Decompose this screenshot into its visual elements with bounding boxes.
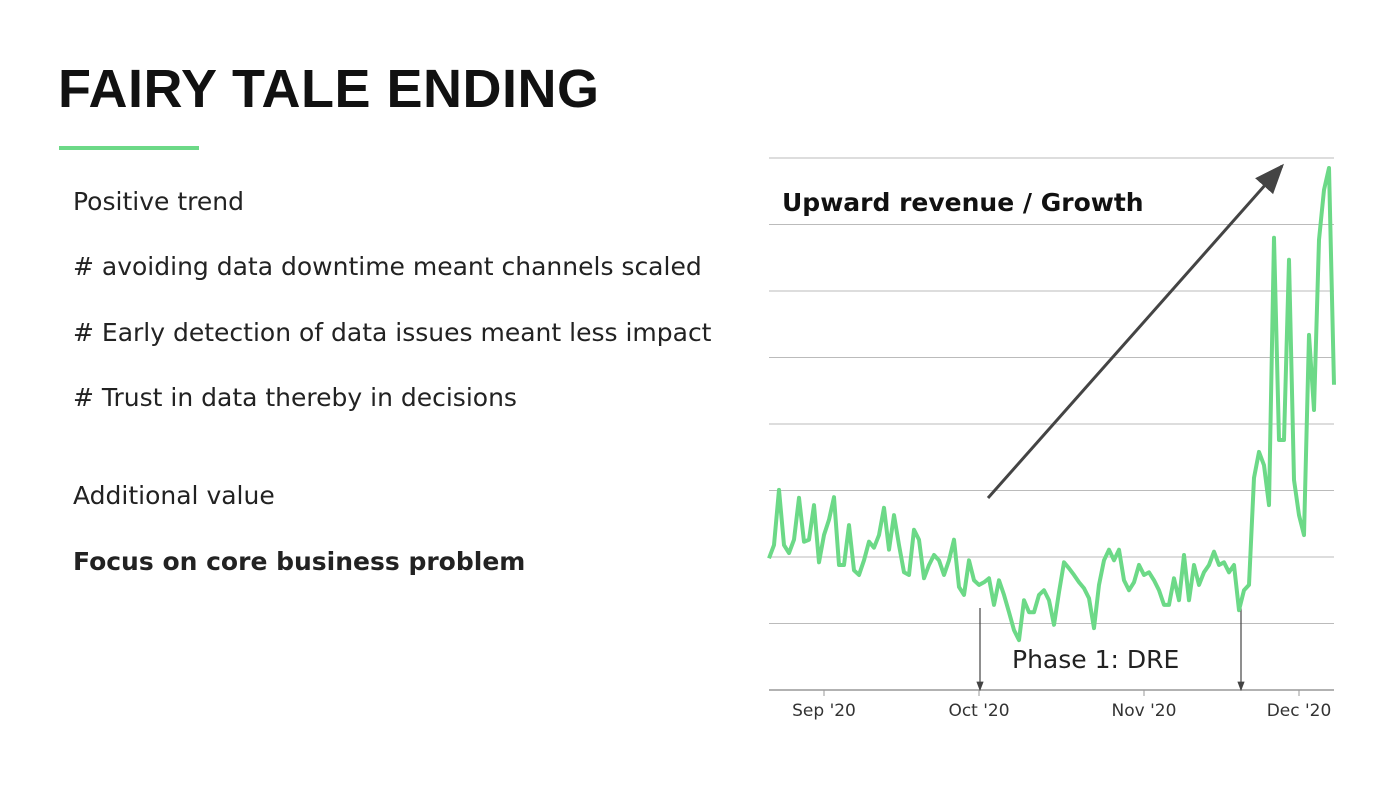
bullet: Positive trend [73, 187, 244, 216]
title-underline [59, 146, 199, 150]
x-tick-label: Dec '20 [1267, 701, 1332, 721]
x-tick-label: Sep '20 [792, 701, 856, 721]
slide-title: FAIRY TALE ENDING [58, 59, 600, 119]
bullet: # Trust in data thereby in decisions [73, 383, 517, 412]
data-line [767, 165, 1336, 643]
bullet: # avoiding data downtime meant channels … [73, 252, 702, 281]
emphasis: Focus on core business problem [73, 547, 526, 576]
subheading: Additional value [73, 481, 275, 510]
growth-arrow [986, 163, 1284, 499]
annotation: Upward revenue / Growth [782, 188, 1144, 217]
x-tick-label: Nov '20 [1112, 701, 1177, 721]
bullet: # Early detection of data issues meant l… [73, 318, 712, 347]
x-tick-label: Oct '20 [948, 701, 1009, 721]
annotation: Phase 1: DRE [1012, 645, 1179, 674]
